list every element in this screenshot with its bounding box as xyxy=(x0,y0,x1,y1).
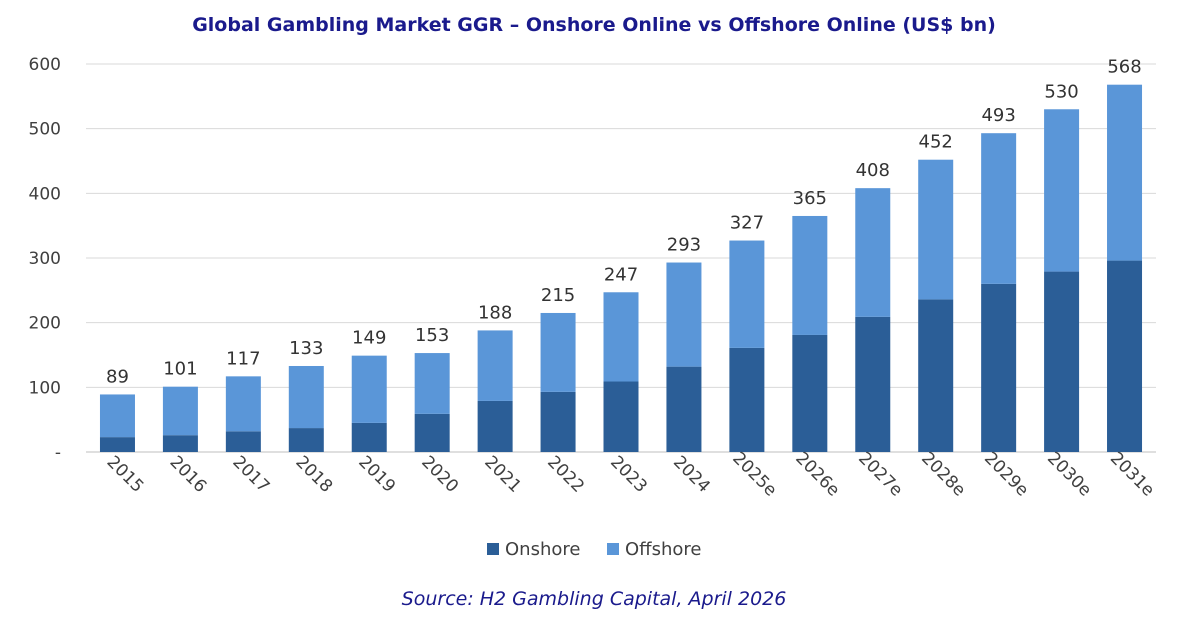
bar-offshore xyxy=(351,355,387,423)
bar-offshore xyxy=(729,240,765,348)
total-label: 293 xyxy=(667,235,701,256)
bar-onshore xyxy=(981,283,1017,452)
bar-offshore xyxy=(981,133,1017,284)
total-label: 101 xyxy=(163,359,197,380)
legend-swatch-onshore xyxy=(487,543,499,555)
total-label: 530 xyxy=(1044,81,1078,102)
bar-onshore xyxy=(477,400,513,452)
bar-onshore xyxy=(225,431,261,452)
total-label: 247 xyxy=(604,264,638,285)
y-tick-label: 300 xyxy=(29,249,61,269)
total-label: 365 xyxy=(793,188,827,209)
total-label: 117 xyxy=(226,348,260,369)
legend-label-onshore: Onshore xyxy=(505,539,580,560)
bar-offshore xyxy=(225,376,261,432)
legend-swatch-offshore xyxy=(607,543,619,555)
chart-source: Source: H2 Gambling Capital, April 2026 xyxy=(401,588,787,610)
legend-label-offshore: Offshore xyxy=(625,539,701,560)
y-tick-label: 100 xyxy=(29,378,61,398)
total-label: 215 xyxy=(541,285,575,306)
bar-onshore xyxy=(729,347,765,452)
bar-offshore xyxy=(1044,109,1080,272)
bar-onshore xyxy=(540,391,576,452)
x-tick-label: 2018 xyxy=(291,452,336,497)
x-tick-label: 2030e xyxy=(1043,448,1095,500)
bar-onshore xyxy=(288,428,324,452)
bar-offshore xyxy=(288,365,324,429)
y-tick-label: 200 xyxy=(29,314,61,334)
x-tick-label: 2027e xyxy=(854,448,906,500)
y-tick-label: - xyxy=(55,443,61,463)
total-label: 408 xyxy=(856,160,890,181)
total-label: 149 xyxy=(352,328,386,349)
bar-offshore xyxy=(792,215,828,335)
x-tick-label: 2029e xyxy=(980,448,1032,500)
x-tick-label: 2017 xyxy=(229,452,274,497)
bar-offshore xyxy=(414,353,450,414)
total-label: 188 xyxy=(478,302,512,323)
bar-onshore xyxy=(855,316,891,452)
bar-onshore xyxy=(603,381,639,452)
total-label: 89 xyxy=(106,366,129,387)
bar-onshore xyxy=(918,299,954,452)
y-tick-label: 600 xyxy=(29,55,61,75)
bar-offshore xyxy=(1107,84,1143,261)
y-tick-label: 400 xyxy=(29,184,61,204)
total-label: 452 xyxy=(919,132,953,153)
bar-offshore xyxy=(477,330,513,401)
total-label: 568 xyxy=(1107,57,1141,78)
total-label: 153 xyxy=(415,325,449,346)
bar-onshore xyxy=(792,334,828,452)
bar-offshore xyxy=(162,386,198,436)
x-tick-label: 2019 xyxy=(354,452,399,497)
bar-offshore xyxy=(99,394,135,438)
bar-onshore xyxy=(1107,260,1143,452)
bar-offshore xyxy=(540,312,576,392)
y-tick-label: 500 xyxy=(29,120,61,140)
total-label: 493 xyxy=(981,105,1015,126)
bar-onshore xyxy=(1044,271,1080,452)
bar-onshore xyxy=(162,435,198,452)
bar-offshore xyxy=(918,159,954,300)
x-tick-label: 2016 xyxy=(166,452,211,497)
bar-onshore xyxy=(99,437,135,452)
x-tick-label: 2015 xyxy=(103,452,148,497)
bar-offshore xyxy=(855,188,891,317)
bar-offshore xyxy=(666,262,702,367)
bar-onshore xyxy=(666,366,702,452)
x-tick-label: 2026e xyxy=(791,448,843,500)
x-tick-label: 2020 xyxy=(417,452,462,497)
chart-title: Global Gambling Market GGR – Onshore Onl… xyxy=(192,14,996,36)
total-label: 133 xyxy=(289,338,323,359)
x-tick-label: 2024 xyxy=(669,452,714,497)
x-tick-label: 2022 xyxy=(543,452,588,497)
bar-onshore xyxy=(414,413,450,452)
x-tick-label: 2021 xyxy=(480,452,525,497)
bar-offshore xyxy=(603,292,639,382)
bar-onshore xyxy=(351,422,387,452)
x-tick-label: 2025e xyxy=(728,448,780,500)
total-label: 327 xyxy=(730,213,764,234)
x-tick-label: 2023 xyxy=(606,452,651,497)
x-tick-label: 2031e xyxy=(1106,448,1158,500)
x-tick-label: 2028e xyxy=(917,448,969,500)
